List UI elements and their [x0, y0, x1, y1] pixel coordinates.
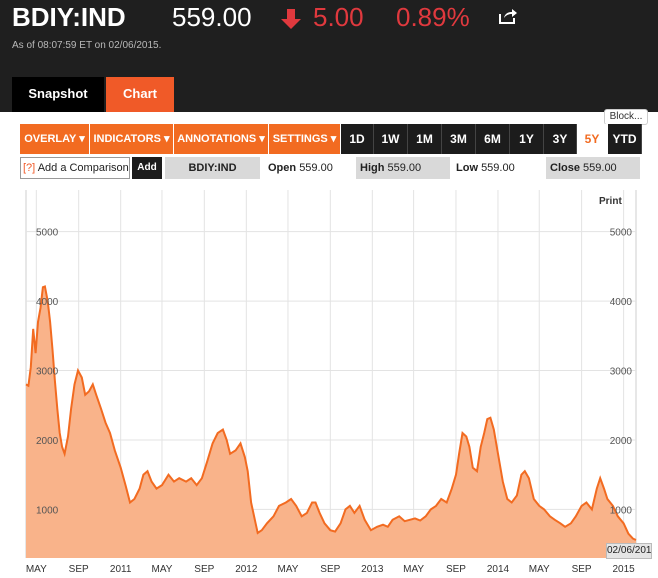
- x-tick-label: SEP: [194, 564, 214, 575]
- close-value: 559.00: [583, 162, 617, 174]
- price-change: 5.00: [313, 2, 364, 32]
- price-chart: 1000 1000 2000 2000 3000 3000 4000 4000 5000 5000…: [25, 190, 637, 575]
- annotations-menu[interactable]: ANNOTATIONS ▾: [174, 124, 269, 154]
- end-date-label: 02/06/2015: [606, 543, 652, 559]
- x-tick-label: 2014: [487, 564, 510, 575]
- tab-snapshot[interactable]: Snapshot: [12, 77, 104, 112]
- period-3y[interactable]: 3Y: [544, 124, 577, 154]
- period-1w[interactable]: 1W: [374, 124, 408, 154]
- x-tick-label: 2011: [110, 564, 132, 575]
- indicators-menu[interactable]: INDICATORS ▾: [90, 124, 174, 154]
- tab-chart[interactable]: Chart: [106, 77, 174, 112]
- series-area: [26, 286, 636, 558]
- period-1y[interactable]: 1Y: [510, 124, 544, 154]
- low-value: 559.00: [481, 162, 515, 174]
- x-tick-label: MAY: [529, 564, 550, 575]
- comparison-input[interactable]: [?] Add a Comparison: [20, 157, 130, 179]
- x-tick-label: 2013: [361, 564, 384, 575]
- y-tick-label-left: 5000: [36, 228, 59, 239]
- period-1m[interactable]: 1M: [408, 124, 442, 154]
- open-label: Open: [268, 162, 297, 174]
- x-tick-label: SEP: [69, 564, 89, 575]
- x-tick-label: MAY: [278, 564, 299, 575]
- high-value: 559.00: [387, 162, 422, 174]
- close-readout: Close 559.00: [546, 157, 640, 179]
- help-icon[interactable]: [?]: [23, 162, 36, 174]
- series-line: [25, 285, 637, 541]
- period-ytd[interactable]: YTD: [608, 124, 642, 154]
- y-tick-label-right: 2000: [610, 436, 633, 447]
- y-tick-label-left: 2000: [36, 436, 59, 447]
- x-tick-label: 2012: [235, 564, 258, 575]
- x-tick-label: MAY: [152, 564, 173, 575]
- high-label: High: [360, 162, 385, 174]
- low-readout: Low 559.00: [452, 157, 542, 179]
- period-1d[interactable]: 1D: [341, 124, 374, 154]
- y-tick-label-right: 1000: [610, 505, 633, 516]
- y-tick-label-left: 4000: [36, 297, 59, 308]
- x-tick-label: SEP: [572, 564, 592, 575]
- x-tick-label: SEP: [320, 564, 340, 575]
- comparison-placeholder: Add a Comparison: [37, 162, 129, 174]
- share-icon[interactable]: [498, 7, 518, 25]
- period-3m[interactable]: 3M: [442, 124, 476, 154]
- open-readout: Open 559.00: [264, 157, 354, 179]
- open-value: 559.00: [299, 162, 333, 174]
- last-price: 559.00: [172, 2, 252, 32]
- price-change-percent: 0.89%: [396, 2, 470, 32]
- settings-menu[interactable]: SETTINGS ▾: [269, 124, 341, 154]
- add-comparison-button[interactable]: Add: [132, 157, 162, 179]
- symbol-label: BDIY:IND: [165, 157, 260, 179]
- print-button[interactable]: Print: [599, 196, 622, 207]
- x-tick-label: 2015: [612, 564, 635, 575]
- x-tick-label: MAY: [26, 564, 47, 575]
- x-tick-label: SEP: [446, 564, 466, 575]
- low-label: Low: [456, 162, 478, 174]
- quote-header: BDIY:IND 559.00 5.00 0.89% As of 08:07:5…: [0, 0, 658, 112]
- high-readout: High 559.00: [356, 157, 450, 179]
- y-tick-label-right: 3000: [610, 367, 633, 378]
- y-tick-label-right: 5000: [610, 228, 633, 239]
- arrow-down-icon: [281, 9, 301, 29]
- as-of-timestamp: As of 08:07:59 ET on 02/06/2015.: [12, 40, 162, 51]
- block-label[interactable]: Block...: [604, 109, 648, 125]
- y-tick-label-left: 1000: [36, 505, 59, 516]
- y-tick-label-right: 4000: [610, 297, 633, 308]
- period-6m[interactable]: 6M: [476, 124, 510, 154]
- period-5y[interactable]: 5Y: [577, 124, 608, 154]
- ticker-symbol: BDIY:IND: [12, 2, 126, 32]
- overlay-menu[interactable]: OVERLAY ▾: [20, 124, 90, 154]
- close-label: Close: [550, 162, 580, 174]
- x-tick-label: MAY: [403, 564, 424, 575]
- y-tick-label-left: 3000: [36, 367, 59, 378]
